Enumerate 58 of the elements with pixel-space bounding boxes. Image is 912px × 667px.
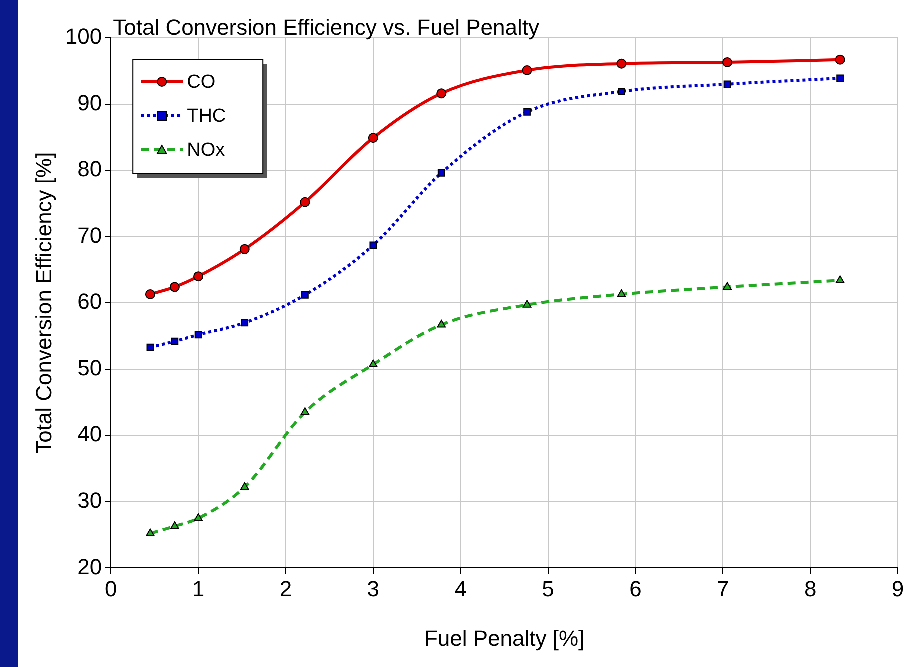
point: [300, 407, 310, 416]
point: [370, 242, 378, 250]
x-tick-label: 3: [367, 576, 380, 602]
chart-title: Total Conversion Efficiency vs. Fuel Penalty: [113, 15, 540, 40]
point: [194, 513, 203, 522]
legend-label: NOx: [187, 140, 226, 162]
point: [722, 58, 733, 68]
point: [835, 54, 846, 65]
x-tick-label: 4: [454, 576, 467, 602]
point: [369, 360, 378, 368]
x-tick-label: 2: [280, 576, 292, 602]
x-tick-label: 8: [804, 576, 817, 602]
point: [368, 133, 378, 144]
point: [617, 289, 626, 298]
point: [836, 276, 845, 284]
point: [616, 58, 627, 69]
point: [170, 282, 180, 292]
point: [194, 272, 204, 282]
x-axis-title: Fuel Penalty [%]: [424, 626, 585, 651]
y-tick-label: 20: [78, 554, 102, 580]
point: [724, 80, 732, 88]
legend-label: CO: [187, 72, 216, 94]
point: [300, 197, 310, 208]
y-tick-label: 30: [78, 488, 102, 513]
point: [302, 291, 309, 299]
x-tick-label: 6: [630, 576, 642, 602]
legend-label: THC: [187, 106, 226, 128]
point: [524, 108, 531, 116]
point: [723, 282, 732, 290]
point: [438, 170, 446, 177]
point: [522, 65, 532, 76]
point: [618, 88, 626, 96]
y-axis-title: Total Conversion Efficiency [%]: [31, 152, 56, 454]
y-tick-label: 50: [78, 355, 102, 380]
x-tick-label: 1: [192, 576, 205, 602]
x-tick-label: 5: [542, 576, 554, 602]
x-tick-label: 7: [717, 576, 730, 602]
point: [241, 319, 249, 327]
point: [240, 482, 250, 490]
point: [170, 521, 180, 530]
point: [194, 331, 202, 339]
point: [437, 320, 446, 328]
point: [145, 289, 156, 300]
y-tick-label: 60: [78, 289, 102, 314]
point: [146, 344, 154, 352]
y-tick-label: 100: [65, 24, 102, 50]
point: [146, 528, 155, 536]
y-tick-label: 80: [78, 156, 102, 182]
x-tick-label: 0: [104, 576, 118, 602]
y-tick-label: 70: [78, 222, 102, 248]
point: [240, 244, 250, 254]
x-tick-label: 9: [892, 576, 904, 602]
point: [836, 74, 844, 82]
point: [436, 88, 447, 99]
point: [522, 300, 532, 308]
y-tick-label: 90: [78, 90, 102, 116]
point: [171, 338, 179, 346]
y-tick-label: 40: [78, 422, 102, 447]
